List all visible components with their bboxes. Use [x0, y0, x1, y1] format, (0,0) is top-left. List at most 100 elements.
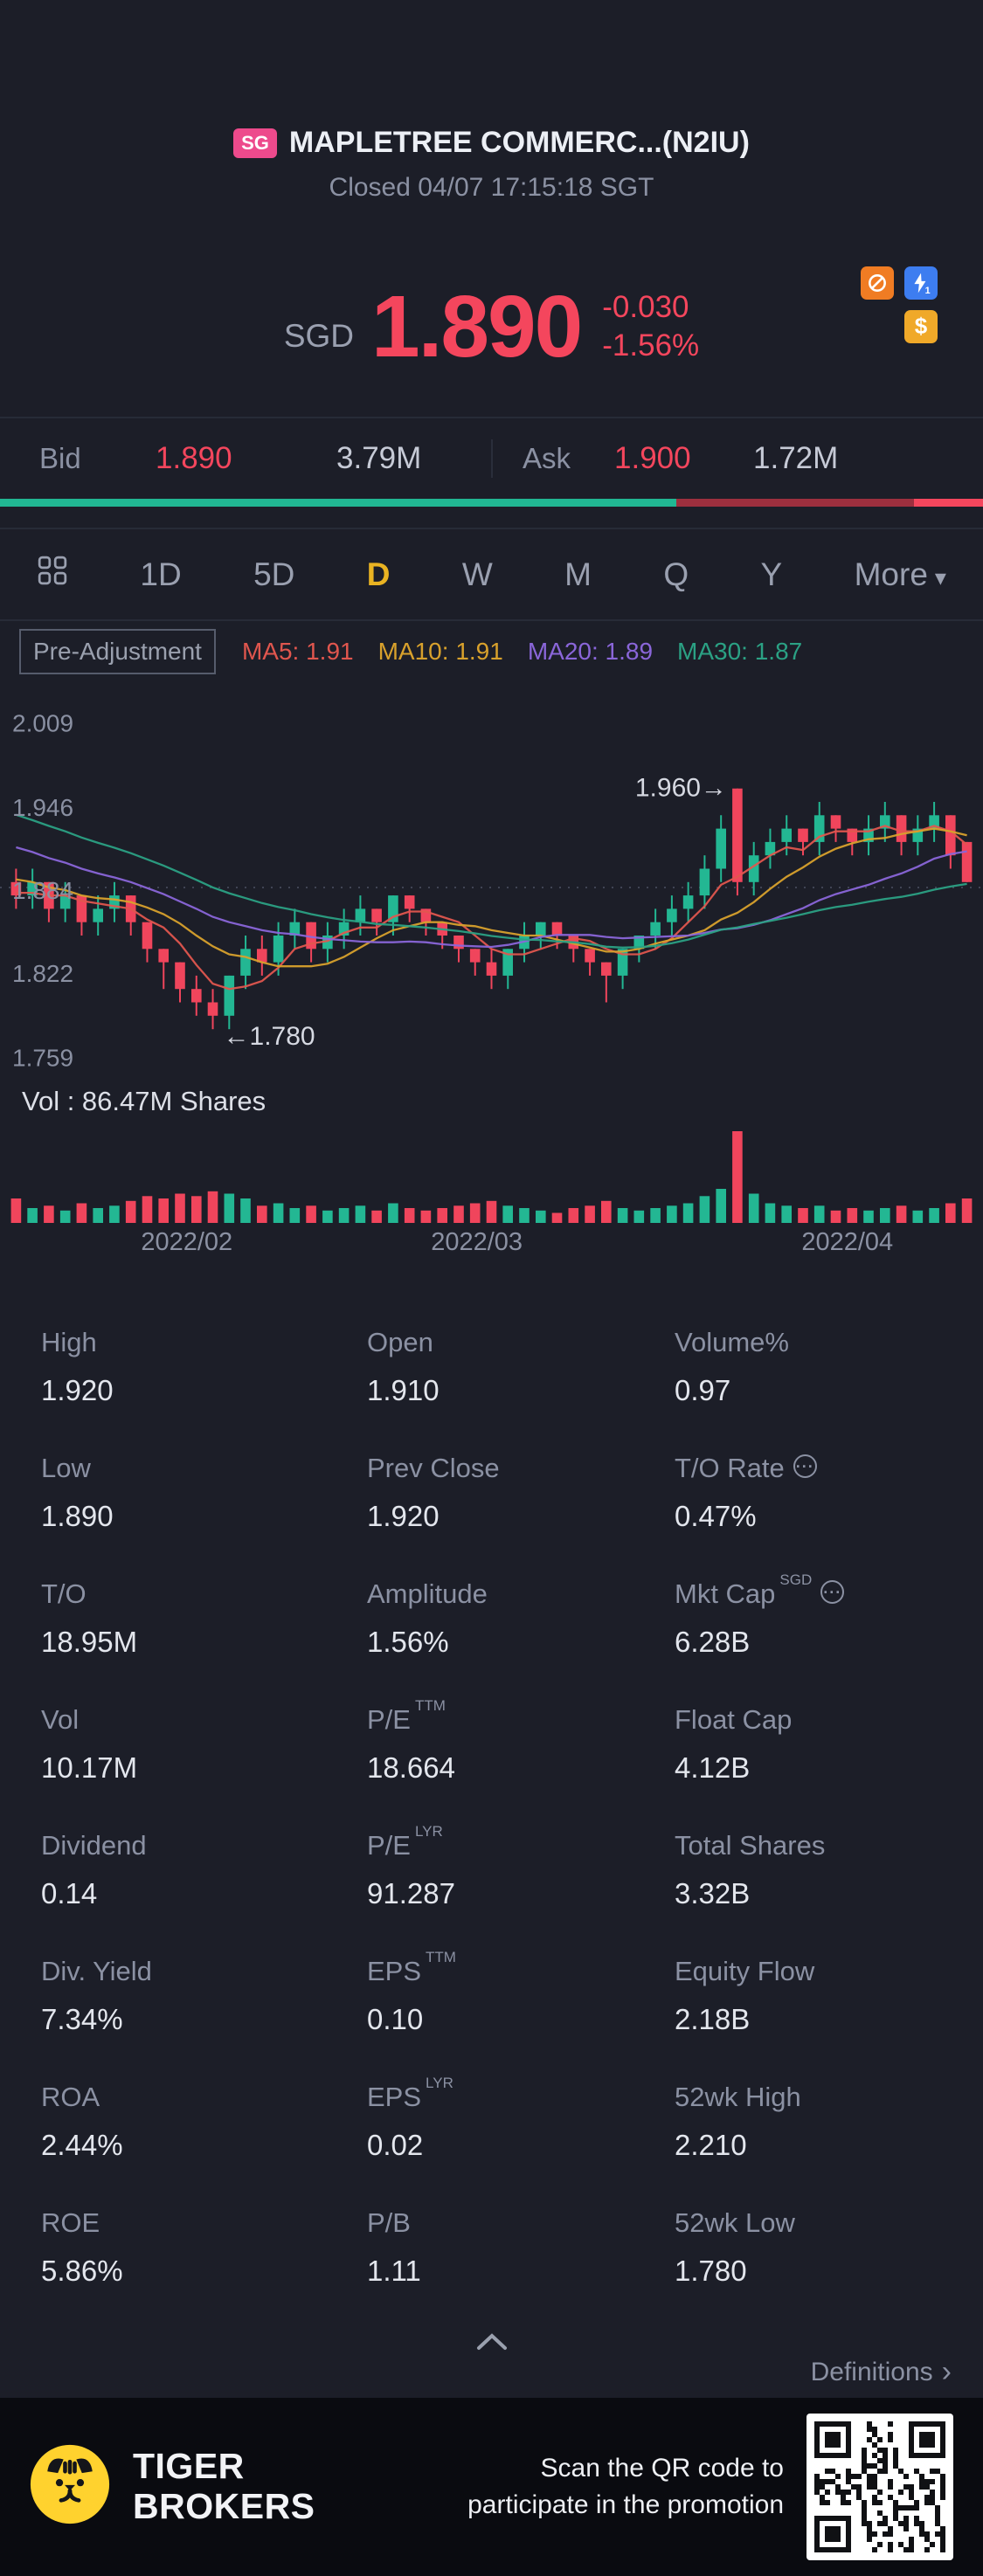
divider	[0, 528, 983, 530]
ask-size: 1.72M	[753, 440, 839, 475]
price-change-block: -0.030 -1.56%	[602, 288, 699, 365]
stat-label: Total Shares	[675, 1830, 826, 1861]
tab-1d[interactable]: 1D	[140, 556, 182, 592]
bid-price: 1.890	[156, 440, 232, 475]
ma-legend-item-1: MA10: 1.91	[377, 637, 503, 665]
svg-text:1.960→: 1.960→	[635, 774, 727, 803]
stat-value: 6.28B	[675, 1626, 751, 1659]
stat-low: Low 1.890	[41, 1453, 367, 1533]
definitions-link[interactable]: Definitions ›	[811, 2355, 952, 2389]
price-group: SGD 1.890 -0.030 -1.56%	[284, 283, 699, 370]
chart-period-tabs: 1D 5D D W M Q Y More ▾	[0, 529, 983, 619]
bid-ask-depth-bar	[0, 498, 983, 508]
stat-label: EPS	[367, 2082, 422, 2113]
stat-label: Equity Flow	[675, 1956, 815, 1987]
stat-p-b: P/B 1.11	[367, 2207, 675, 2288]
tab-w[interactable]: W	[461, 556, 493, 592]
stat-label: Mkt Cap	[675, 1578, 776, 1610]
stat-mkt-cap: Mkt Cap SGD ··· 6.28B	[675, 1571, 983, 1659]
svg-text:←1.780: ←1.780	[224, 1022, 315, 1051]
stat-value: 1.920	[41, 1374, 114, 1407]
ask-depth-segment	[676, 498, 915, 508]
stat-high: High 1.920	[41, 1327, 367, 1407]
candlestick-chart[interactable]: 2.009 1.946 1.884 1.822 1.759 1.960→ ←1.780	[0, 703, 983, 1079]
stat-value: 5.86%	[41, 2255, 123, 2288]
stat-value: 0.97	[675, 1374, 731, 1407]
trading-halt-icon[interactable]	[861, 266, 894, 300]
market-badge: SG	[233, 128, 277, 158]
divider	[0, 619, 983, 622]
tab-q[interactable]: Q	[663, 556, 689, 592]
x-axis-label: 2022/03	[431, 1227, 523, 1256]
stat-value: 1.920	[367, 1500, 440, 1533]
stat-label: P/E	[367, 1830, 411, 1861]
stat-eps: EPS TTM 0.10	[367, 1949, 675, 2036]
stat-label: Low	[41, 1453, 91, 1484]
collapse-row: Definitions ›	[0, 2327, 983, 2397]
stat-value: 2.18B	[675, 2003, 751, 2036]
ma-legend: MA5: 1.91 MA10: 1.91 MA20: 1.89 MA30: 1.87	[242, 638, 802, 666]
qr-code	[806, 2413, 953, 2560]
volume-label: Vol : 86.47M Shares	[22, 1085, 267, 1116]
brand-line1: TIGER	[133, 2445, 245, 2486]
svg-text:1: 1	[925, 286, 931, 294]
stat-value: 1.910	[367, 1374, 440, 1407]
stat-value: 0.14	[41, 1877, 98, 1910]
stat-label: High	[41, 1327, 97, 1358]
bid-ask-row: Bid 1.890 3.79M Ask 1.900 1.72M	[0, 418, 983, 499]
caret-down-icon: ▾	[934, 563, 946, 590]
stat-vol: Vol 10.17M	[41, 1704, 367, 1785]
svg-text:1.946: 1.946	[12, 794, 73, 821]
tab-5d[interactable]: 5D	[253, 556, 295, 592]
stat-volume: Volume% 0.97	[675, 1327, 983, 1407]
tab-d[interactable]: D	[366, 556, 391, 592]
stat-value: 2.210	[675, 2129, 747, 2162]
stat-label: EPS	[367, 1956, 422, 1987]
stat-value: 1.890	[41, 1500, 114, 1533]
stat-eps: EPS LYR 0.02	[367, 2075, 675, 2162]
stat-amplitude: Amplitude 1.56%	[367, 1578, 675, 1659]
footer: TIGER BROKERS Scan the QR code to partic…	[0, 2397, 983, 2576]
definitions-label: Definitions	[810, 2357, 933, 2386]
bid-depth-segment	[0, 498, 676, 508]
chart-controls-row: Pre-Adjustment MA5: 1.91 MA10: 1.91 MA20: …	[0, 621, 983, 681]
stat-div-yield: Div. Yield 7.34%	[41, 1956, 367, 2036]
stat-52wk-high: 52wk High 2.210	[675, 2082, 983, 2162]
promo-line1: Scan the QR code to	[540, 2453, 785, 2483]
x-axis-label: 2022/04	[801, 1227, 894, 1256]
stat-value: 18.95M	[41, 1626, 138, 1659]
pre-adjustment-button[interactable]: Pre-Adjustment	[19, 628, 216, 674]
tab-y[interactable]: Y	[760, 556, 783, 592]
stat-value: 4.12B	[675, 1751, 751, 1785]
stat-label-superscript: TTM	[414, 1697, 446, 1715]
promo-line2: participate in the promotion	[467, 2490, 784, 2519]
chart-x-axis: 2022/02 2022/03 2022/04	[0, 1228, 983, 1267]
stat-label: 52wk High	[675, 2082, 801, 2113]
tab-m[interactable]: M	[564, 556, 592, 592]
bid-label: Bid	[39, 441, 81, 474]
stat-t-o: T/O 18.95M	[41, 1578, 367, 1659]
ma-legend-item-0: MA5: 1.91	[241, 637, 354, 665]
tab-more[interactable]: More ▾	[854, 556, 946, 592]
flash-order-icon[interactable]: 1	[904, 266, 938, 300]
stat-label: ROA	[41, 2082, 100, 2113]
collapse-chevron-icon[interactable]	[472, 2331, 512, 2358]
stat-value: 91.287	[367, 1877, 455, 1910]
stat-label: P/E	[367, 1704, 411, 1736]
stat-label-superscript: LYR	[414, 1823, 443, 1840]
x-axis-label: 2022/02	[141, 1227, 233, 1256]
currency-icon[interactable]: $	[904, 309, 938, 343]
tiger-brokers-logo-icon	[30, 2444, 110, 2529]
chart-layout-grid-icon[interactable]	[37, 555, 68, 594]
ask-depth-bright-segment	[914, 498, 983, 508]
stat-label-superscript: TTM	[426, 1949, 456, 1966]
info-icon[interactable]: ···	[820, 1580, 845, 1605]
ask-price: 1.900	[614, 440, 691, 475]
ma-legend-item-2: MA20: 1.89	[527, 637, 654, 665]
page-title: MAPLETREE COMMERC...(N2IU)	[288, 126, 750, 160]
stat-prev-close: Prev Close 1.920	[367, 1453, 675, 1533]
promo-text: Scan the QR code to participate in the p…	[467, 2450, 784, 2524]
ask-label: Ask	[523, 441, 571, 474]
info-icon[interactable]: ···	[793, 1454, 817, 1479]
stat-value: 18.664	[367, 1751, 455, 1785]
